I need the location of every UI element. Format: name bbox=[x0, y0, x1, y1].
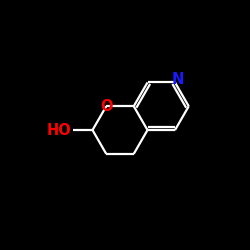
Text: HO: HO bbox=[46, 122, 71, 138]
Text: O: O bbox=[100, 99, 112, 114]
Text: N: N bbox=[171, 72, 184, 88]
